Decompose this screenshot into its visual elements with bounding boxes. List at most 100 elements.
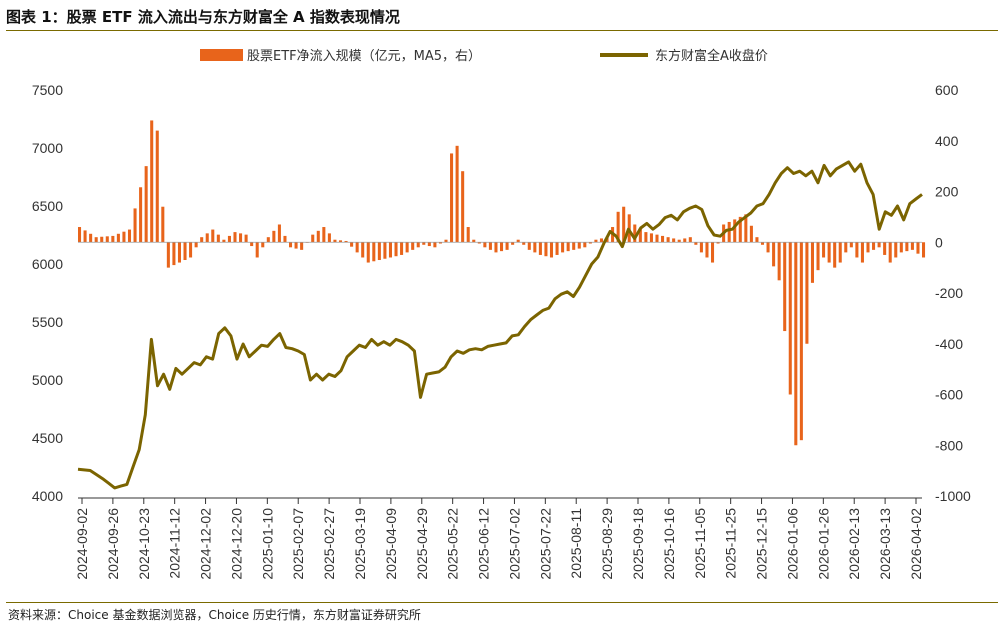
flow-bar — [633, 224, 637, 243]
flow-bar — [405, 242, 409, 253]
flow-bar — [599, 238, 603, 243]
flow-bar — [583, 242, 587, 248]
flow-bar — [455, 145, 459, 243]
flow-bar — [344, 240, 348, 243]
right-tick-label: -600 — [935, 387, 963, 403]
left-tick-label: 5500 — [32, 314, 63, 330]
flow-bar — [694, 242, 698, 245]
flow-bar — [466, 227, 470, 243]
flow-bar — [716, 242, 720, 244]
left-tick-label: 4500 — [32, 430, 63, 446]
right-tick-label: 600 — [935, 82, 959, 98]
flow-bar — [833, 242, 837, 268]
flow-bar — [116, 233, 120, 243]
flow-bar — [488, 242, 492, 250]
flow-bar — [150, 120, 154, 243]
flow-bar — [616, 211, 620, 243]
flow-bar — [350, 242, 354, 247]
flow-bar — [189, 242, 193, 258]
flow-bar — [438, 242, 442, 244]
flow-bar — [311, 234, 315, 243]
flow-bar — [683, 238, 687, 243]
chart-title: 图表 1：股票 ETF 流入流出与东方财富全 A 指数表现情况 — [6, 8, 400, 26]
x-tick-label: 2026-01-26 — [815, 508, 831, 580]
flow-bar — [677, 239, 681, 243]
flow-bar — [916, 242, 920, 254]
x-tick-label: 2025-09-18 — [630, 508, 646, 580]
left-tick-label: 7500 — [32, 82, 63, 98]
flow-bar — [338, 240, 343, 243]
flow-bar — [822, 242, 826, 258]
x-tick-label: 2025-02-27 — [321, 508, 337, 580]
flow-bar — [505, 242, 509, 250]
flow-bar — [688, 237, 692, 243]
flow-bar — [261, 242, 265, 248]
flow-bar — [461, 171, 465, 243]
flow-bar — [89, 233, 93, 243]
x-tick-label: 2025-07-02 — [506, 508, 522, 580]
source-rule — [6, 602, 998, 603]
flow-bar — [588, 242, 592, 244]
chart-canvas: 股票ETF净流入规模（亿元，MA5，右） 东方财富全A收盘价 400045005… — [32, 48, 971, 580]
flow-bar — [644, 232, 648, 243]
flow-bar — [744, 214, 748, 243]
flow-bar — [277, 224, 281, 243]
flow-bar — [899, 242, 903, 253]
flow-bar — [838, 242, 842, 263]
flow-bar — [427, 242, 431, 247]
x-axis: 2024-09-02 2024-09-26 2024-10-23 2024-11-12… — [74, 497, 924, 580]
flow-bar — [333, 239, 337, 243]
flow-bar — [699, 242, 703, 253]
x-tick-label: 2026-02-13 — [846, 508, 862, 580]
x-tick-label: 2025-08-29 — [599, 508, 615, 580]
flow-bar — [255, 242, 259, 258]
flow-bar — [433, 242, 437, 248]
flow-bar — [866, 242, 870, 253]
flow-bar — [661, 235, 665, 243]
flow-bar — [233, 232, 237, 243]
flow-bar — [283, 235, 287, 243]
left-tick-label: 4000 — [32, 488, 63, 504]
flow-bar — [705, 242, 709, 258]
flow-bar — [516, 239, 520, 243]
x-tick-label: 2026-03-13 — [877, 508, 893, 580]
flow-bar — [266, 237, 270, 243]
flow-bar — [672, 238, 676, 243]
right-axis: -1000 -800 -600 -400 -200 0 200 400 600 — [935, 82, 971, 504]
x-tick-label: 2025-11-05 — [692, 508, 708, 579]
flow-bar — [666, 237, 670, 243]
flow-bar — [400, 242, 404, 255]
x-tick-label: 2025-01-10 — [259, 508, 275, 580]
flow-bar — [827, 242, 831, 263]
left-tick-label: 6000 — [32, 256, 63, 272]
flow-bar — [244, 234, 248, 243]
x-tick-label: 2026-01-06 — [784, 508, 800, 580]
flow-bar — [216, 234, 220, 243]
flow-bar — [372, 242, 376, 262]
flow-bar — [655, 234, 659, 243]
legend-line-label: 东方财富全A收盘价 — [655, 48, 768, 64]
left-tick-label: 7000 — [32, 140, 63, 156]
flow-bar — [377, 242, 381, 261]
flow-bar — [783, 242, 787, 332]
right-tick-label: -400 — [935, 336, 963, 352]
flow-bar — [361, 242, 365, 258]
flow-bar — [239, 233, 243, 243]
flow-bar — [711, 242, 715, 263]
x-tick-label: 2025-02-07 — [290, 508, 306, 580]
flow-bar — [572, 242, 576, 250]
flow-bar — [411, 242, 415, 250]
left-tick-label: 6500 — [32, 198, 63, 214]
right-tick-label: -800 — [935, 437, 963, 453]
x-tick-label: 2025-11-25 — [723, 508, 739, 579]
right-tick-label: -200 — [935, 285, 963, 301]
flow-bar — [200, 237, 204, 243]
flow-bar — [444, 239, 448, 243]
flow-bar — [638, 228, 642, 243]
price-line — [77, 160, 923, 490]
flow-bar — [594, 239, 598, 243]
flow-bar — [922, 242, 926, 258]
flow-bar — [544, 242, 548, 257]
flow-bar — [883, 242, 887, 255]
x-tick-label: 2024-12-02 — [198, 508, 214, 580]
